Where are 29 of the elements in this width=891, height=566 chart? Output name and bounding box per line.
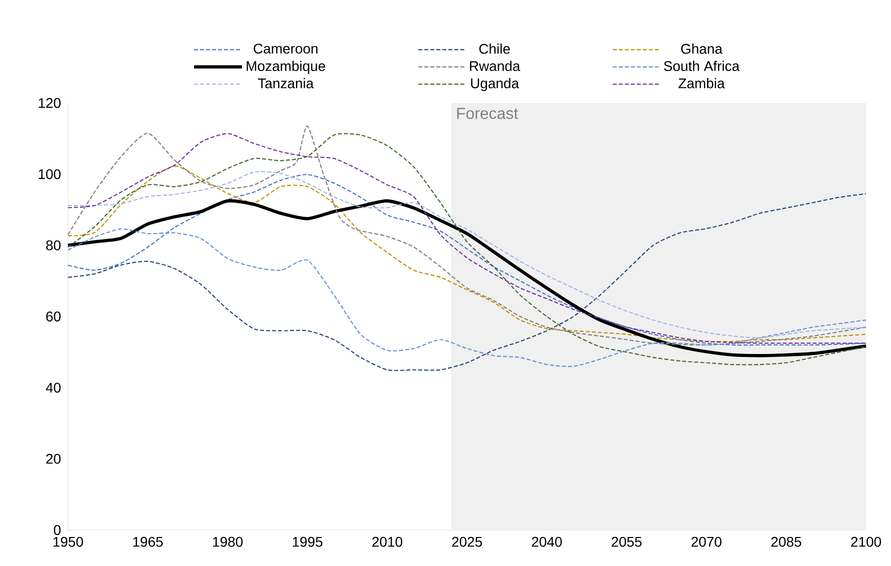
x-tick-label: 2100 (851, 536, 882, 547)
legend-label: Cameroon (254, 44, 318, 54)
legend-label: Zambia (678, 78, 725, 88)
legend-label: Ghana (681, 44, 722, 54)
y-tick-label: 120 (38, 98, 61, 108)
y-tick-label: 100 (38, 169, 61, 180)
x-tick-label: 2055 (612, 536, 642, 547)
legend-label: Mozambique (246, 60, 326, 74)
x-tick-label: 2085 (771, 536, 802, 547)
y-tick-label: 20 (46, 454, 61, 464)
legend-label: Tanzania (258, 78, 314, 88)
legend-label: Chile (479, 44, 510, 54)
legend-label: Rwanda (470, 60, 520, 72)
y-tick-label: 0 (54, 525, 61, 535)
y-tick-label: 80 (46, 240, 61, 250)
y-tick-label: 40 (46, 382, 61, 393)
x-tick-label: 2010 (372, 536, 402, 547)
legend-label: South Africa (664, 60, 740, 72)
line-series (67, 228, 867, 368)
x-tick-label: 1965 (133, 536, 163, 547)
x-tick-label: 2025 (452, 536, 482, 547)
x-tick-label: 2070 (692, 536, 722, 547)
legend-label: Uganda (471, 78, 520, 92)
y-tick-label: 60 (46, 312, 61, 322)
band-label: Forecast (457, 108, 518, 120)
x-tick-label: 1995 (292, 536, 322, 547)
x-tick-label: 1980 (213, 536, 243, 547)
x-tick-label: 2040 (532, 536, 562, 547)
x-tick-label: 1950 (54, 536, 84, 547)
